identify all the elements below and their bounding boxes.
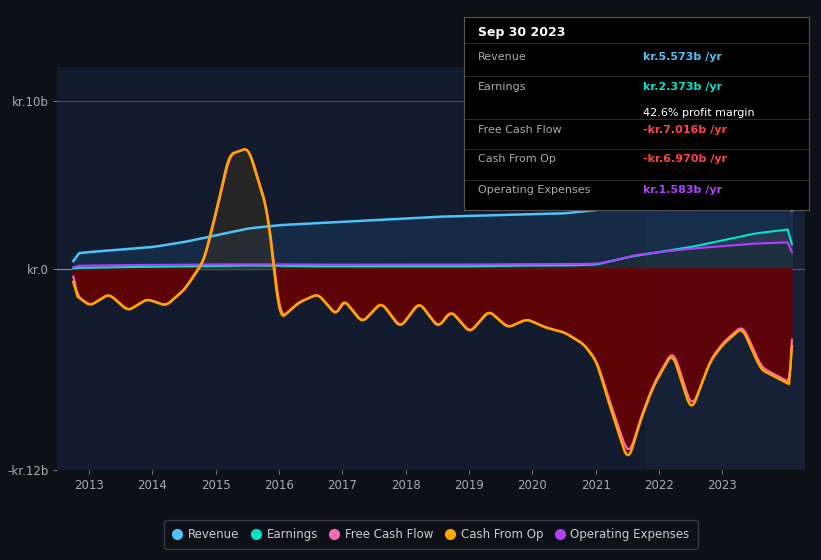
Text: Free Cash Flow: Free Cash Flow: [478, 125, 562, 135]
Text: -kr.6.970b /yr: -kr.6.970b /yr: [643, 154, 727, 164]
Text: 42.6% profit margin: 42.6% profit margin: [643, 108, 754, 118]
Text: kr.2.373b /yr: kr.2.373b /yr: [643, 82, 722, 92]
Text: Sep 30 2023: Sep 30 2023: [478, 26, 565, 39]
Text: kr.1.583b /yr: kr.1.583b /yr: [643, 185, 722, 195]
Text: Cash From Op: Cash From Op: [478, 154, 556, 164]
Legend: Revenue, Earnings, Free Cash Flow, Cash From Op, Operating Expenses: Revenue, Earnings, Free Cash Flow, Cash …: [164, 520, 698, 549]
Text: -kr.7.016b /yr: -kr.7.016b /yr: [643, 125, 727, 135]
Text: kr.5.573b /yr: kr.5.573b /yr: [643, 52, 722, 62]
Text: Operating Expenses: Operating Expenses: [478, 185, 590, 195]
Text: Revenue: Revenue: [478, 52, 526, 62]
Bar: [646, 67, 805, 470]
Text: Earnings: Earnings: [478, 82, 526, 92]
